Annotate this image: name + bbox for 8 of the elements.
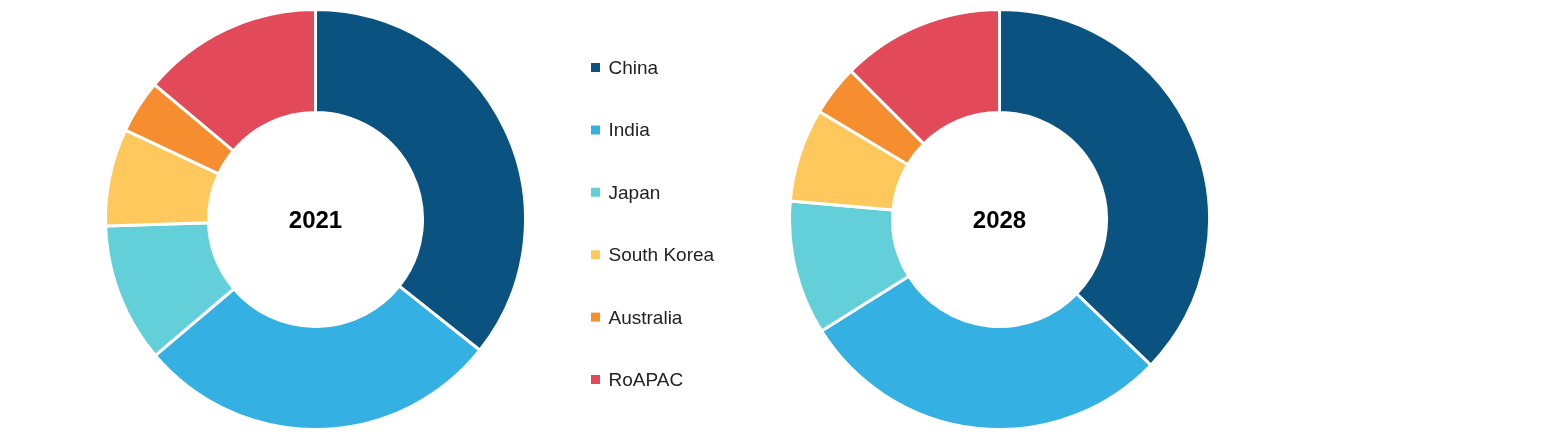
legend-label: Australia	[608, 306, 683, 328]
legend-label: China	[608, 57, 659, 78]
text: 2028	[972, 206, 1027, 233]
legend-label: South Korea	[608, 244, 715, 266]
legend-label: Japan	[608, 181, 661, 203]
legend-label: RoAPAC	[608, 369, 684, 390]
text: 2021	[288, 206, 343, 233]
legend-label: India	[608, 119, 651, 141]
